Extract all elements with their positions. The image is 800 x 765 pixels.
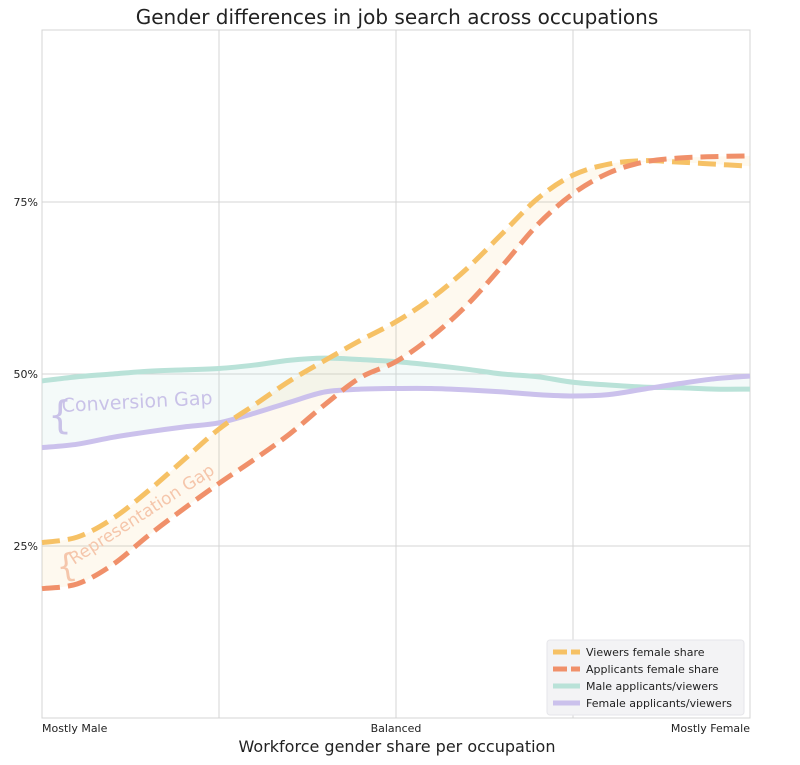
series-line-female-applicants-viewers xyxy=(41,373,751,451)
chart-title: Gender differences in job search across … xyxy=(136,5,659,29)
legend-label-applicants-female-share: Applicants female share xyxy=(586,663,719,676)
legend-label-viewers-female-share: Viewers female share xyxy=(586,646,705,659)
y-tick-label: 50% xyxy=(14,368,38,381)
x-tick-label: Mostly Female xyxy=(671,722,750,735)
x-tick-label: Mostly Male xyxy=(42,722,108,735)
series-line-applicants-female-share xyxy=(41,153,751,592)
conversion-gap-band xyxy=(42,358,750,448)
legend-label-female-applicants-viewers: Female applicants/viewers xyxy=(586,697,732,710)
conversion-gap-brace: { xyxy=(48,393,72,437)
legend-box xyxy=(546,639,745,716)
legend-label-male-applicants-viewers: Male applicants/viewers xyxy=(586,680,719,693)
series-line-viewers-female-share xyxy=(41,158,751,546)
y-tick-label: 25% xyxy=(14,540,38,553)
y-tick-label: 75% xyxy=(14,196,38,209)
legend: Viewers female share Applicants female sh… xyxy=(546,639,745,716)
x-axis-label: Workforce gender share per occupation xyxy=(239,737,556,756)
x-tick-label: Balanced xyxy=(371,722,422,735)
